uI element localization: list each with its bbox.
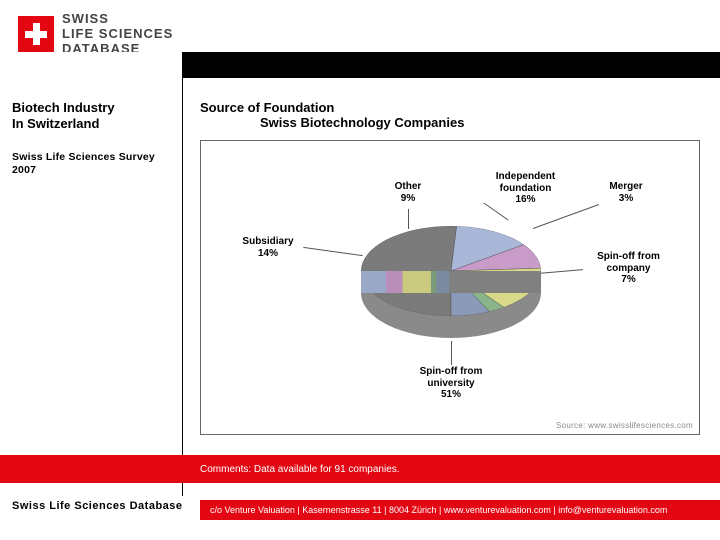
vertical-rule xyxy=(182,78,183,496)
logo-line2: LIFE SCIENCES xyxy=(62,27,173,42)
label-independent-p: 16% xyxy=(483,194,568,206)
leader-subsidiary xyxy=(303,247,363,256)
label-merger-t: Merger xyxy=(596,181,656,193)
footer-right: c/o Venture Valuation | Kasernenstrasse … xyxy=(200,500,720,520)
main: Source of Foundation Swiss Biotechnology… xyxy=(200,100,710,130)
comments-bar: Comments: Data available for 91 companie… xyxy=(0,455,720,483)
leader-spinoff-company xyxy=(539,269,583,274)
footer: Swiss Life Sciences Database c/o Venture… xyxy=(0,500,720,520)
main-title: Source of Foundation Swiss Biotechnology… xyxy=(200,100,710,130)
label-other-t: Other xyxy=(383,181,433,193)
leader-spinoff-uni xyxy=(451,341,452,365)
label-independent-t: Independent foundation xyxy=(483,171,568,194)
label-spinoff-uni-t: Spin-off from university xyxy=(396,366,506,389)
main-title-l2: Swiss Biotechnology Companies xyxy=(200,115,710,130)
logo-line1: SWISS xyxy=(62,12,173,27)
header: SWISS LIFE SCIENCES DATABASE xyxy=(0,0,720,78)
leader-merger xyxy=(533,204,599,229)
label-merger: Merger 3% xyxy=(596,181,656,204)
label-subsidiary: Subsidiary 14% xyxy=(233,236,303,259)
label-spinoff-uni: Spin-off from university 51% xyxy=(396,366,506,401)
label-subsidiary-p: 14% xyxy=(233,248,303,260)
label-spinoff-company-t: Spin-off from company xyxy=(581,251,676,274)
main-title-l1: Source of Foundation xyxy=(200,100,334,115)
footer-left: Swiss Life Sciences Database xyxy=(0,500,200,520)
pie-rim xyxy=(361,271,541,293)
comments-text: Comments: Data available for 91 companie… xyxy=(200,464,400,475)
left-column: Biotech Industry In Switzerland Swiss Li… xyxy=(12,100,172,177)
swiss-flag-icon xyxy=(18,16,54,52)
label-other-p: 9% xyxy=(383,193,433,205)
label-spinoff-company-p: 7% xyxy=(581,274,676,286)
label-independent: Independent foundation 16% xyxy=(483,171,568,206)
left-title-l1: Biotech Industry xyxy=(12,100,172,116)
label-spinoff-company: Spin-off from company 7% xyxy=(581,251,676,286)
left-sub-l1: Swiss Life Sciences Survey xyxy=(12,151,172,164)
pie-wrap xyxy=(361,226,541,346)
header-dark-band-cutout xyxy=(0,52,182,78)
leader-other xyxy=(408,209,409,229)
label-subsidiary-t: Subsidiary xyxy=(233,236,303,248)
chart-source: Source: www.swisslifesciences.com xyxy=(556,421,693,430)
label-spinoff-uni-p: 51% xyxy=(396,389,506,401)
logo: SWISS LIFE SCIENCES DATABASE xyxy=(18,12,173,57)
logo-text: SWISS LIFE SCIENCES DATABASE xyxy=(62,12,173,57)
left-sub-l2: 2007 xyxy=(12,164,172,177)
label-other: Other 9% xyxy=(383,181,433,204)
left-title-l2: In Switzerland xyxy=(12,116,172,132)
left-subtitle: Swiss Life Sciences Survey 2007 xyxy=(12,151,172,177)
pie-chart: Subsidiary 14% Other 9% Independent foun… xyxy=(200,140,700,435)
label-merger-p: 3% xyxy=(596,193,656,205)
left-title: Biotech Industry In Switzerland xyxy=(12,100,172,131)
